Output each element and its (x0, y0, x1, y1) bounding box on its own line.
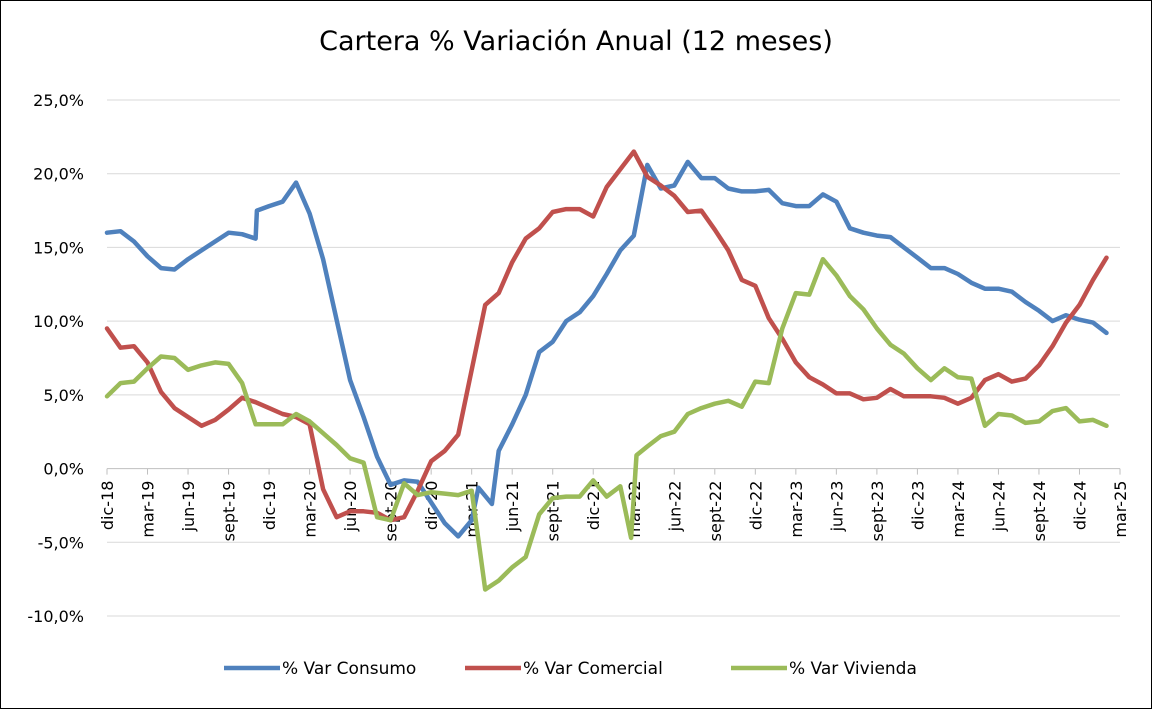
y-tick-label: 10,0% (33, 312, 84, 331)
x-tick-label: jun-21 (503, 481, 522, 533)
x-tick-label: dic-23 (908, 481, 927, 531)
series-lines (104, 149, 1109, 592)
x-tick-label: sept-20 (382, 481, 401, 542)
y-tick-label: 5,0% (43, 386, 84, 405)
series-line-2 (104, 149, 1109, 523)
y-axis-ticks: -10,0% -5,0% 0,0% 5,0% 10,0% 15,0% 20,0% 25,0% (27, 91, 84, 626)
y-tick-label: -5,0% (38, 533, 84, 552)
x-tick-label: mar-25 (1111, 481, 1130, 538)
chart-title: Cartera % Variación Anual (12 meses) (319, 26, 833, 57)
series-line-1 (104, 159, 1109, 539)
x-tick-label: jun-19 (179, 481, 198, 533)
x-tick-label: jun-24 (989, 481, 1008, 533)
legend-label: % Var Vivienda (789, 659, 917, 679)
x-tick-label: dic-22 (746, 481, 765, 531)
x-tick-label: sept-23 (868, 481, 887, 542)
y-tick-label: 0,0% (43, 460, 84, 479)
x-tick-label: dic-19 (260, 481, 279, 531)
x-tick-label: jun-20 (341, 481, 360, 533)
x-axis-ticks: dic-18 mar-19 jun-19 sept-19 dic-19 mar-20 jun… (98, 468, 1130, 542)
x-tick-label: mar-23 (787, 481, 806, 538)
y-tick-label: -10,0% (27, 607, 84, 626)
y-tick-label: 25,0% (33, 91, 84, 110)
x-tick-label: sept-19 (220, 481, 239, 542)
y-tick-label: 15,0% (33, 238, 84, 257)
gridlines (107, 99, 1120, 617)
x-tick-label: mar-24 (949, 481, 968, 538)
x-tick-label: sept-24 (1030, 481, 1049, 542)
x-tick-label: sept-22 (706, 481, 725, 542)
series-line-3 (104, 256, 1109, 592)
legend-label: % Var Comercial (523, 659, 663, 679)
x-tick-label: dic-21 (584, 481, 603, 531)
y-tick-label: 20,0% (33, 165, 84, 184)
x-tick-label: mar-19 (139, 481, 158, 538)
x-tick-label: mar-20 (301, 481, 320, 538)
x-tick-label: jun-22 (665, 481, 684, 533)
x-tick-label: dic-18 (98, 481, 117, 531)
legend-label: % Var Consumo (282, 659, 416, 679)
x-tick-label: sept-21 (544, 481, 563, 542)
x-tick-label: dic-24 (1070, 481, 1089, 531)
legend: % Var Consumo % Var Comercial % Var Vivien… (224, 659, 917, 679)
x-tick-label: jun-23 (827, 481, 846, 533)
